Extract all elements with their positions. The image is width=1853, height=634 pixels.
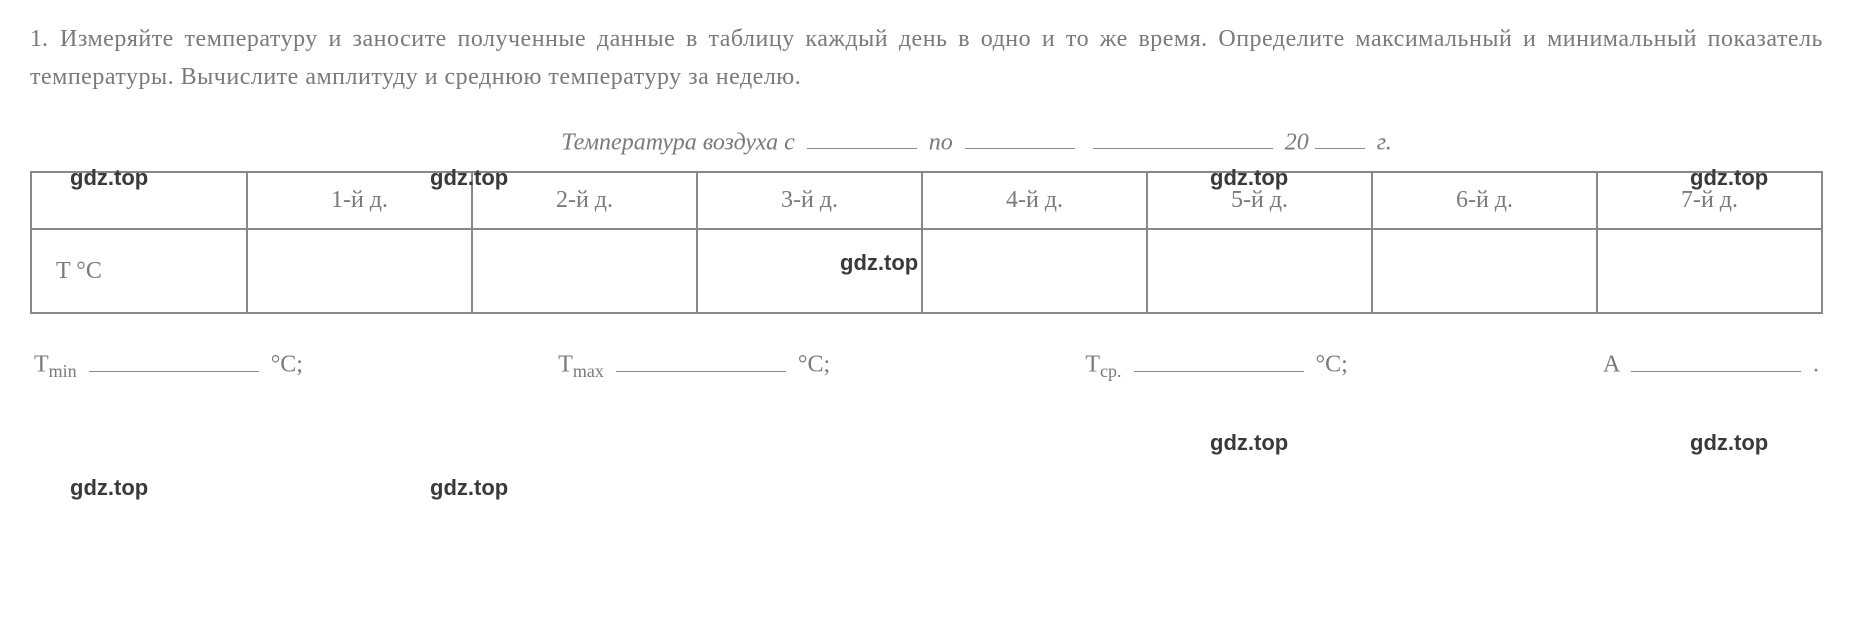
day2-value[interactable] (472, 229, 697, 313)
watermark: gdz.top (1690, 430, 1768, 456)
day1-value[interactable] (247, 229, 472, 313)
instruction-paragraph: 1.Измеряйте температуру и заносите получ… (30, 20, 1823, 97)
page-container: 1.Измеряйте температуру и заносите получ… (30, 20, 1823, 382)
tmax-blank[interactable] (616, 344, 786, 371)
tmin-label: T (34, 352, 49, 378)
tavg-unit: °C; (1316, 352, 1348, 378)
watermark: gdz.top (70, 475, 148, 501)
tmax-label: T (558, 352, 573, 378)
temperature-table: 1-й д. 2-й д. 3-й д. 4-й д. 5-й д. 6-й д… (30, 171, 1823, 314)
tavg-label: T (1085, 352, 1100, 378)
tavg-sub: ср. (1100, 361, 1122, 381)
table-caption: Температура воздуха с по 20 г. (30, 122, 1823, 156)
table-data-row: T °C (31, 229, 1822, 313)
month-blank[interactable] (1093, 122, 1273, 149)
tmin-blank[interactable] (89, 344, 259, 371)
day5-value[interactable] (1147, 229, 1372, 313)
day7-value[interactable] (1597, 229, 1822, 313)
day1-header: 1-й д. (247, 172, 472, 229)
tavg-blank[interactable] (1134, 344, 1304, 371)
date-to-blank[interactable] (965, 122, 1075, 149)
amplitude-label: A (1603, 352, 1619, 378)
day2-header: 2-й д. (472, 172, 697, 229)
tmax-unit: °C; (798, 352, 830, 378)
tavg-section: Tср. °C; (1085, 344, 1347, 382)
tmax-section: Tmax °C; (558, 344, 830, 382)
header-blank-cell (31, 172, 247, 229)
row-label-cell: T °C (31, 229, 247, 313)
tmin-section: Tmin °C; (34, 344, 303, 382)
day3-header: 3-й д. (697, 172, 922, 229)
amplitude-blank[interactable] (1631, 344, 1801, 371)
day6-header: 6-й д. (1372, 172, 1597, 229)
question-number: 1. (30, 26, 48, 52)
day4-header: 4-й д. (922, 172, 1147, 229)
caption-mid: по (929, 129, 953, 155)
watermark: gdz.top (1210, 430, 1288, 456)
caption-prefix: Температура воздуха с (561, 129, 795, 155)
caption-year-prefix: 20 (1285, 129, 1309, 155)
day3-value[interactable] (697, 229, 922, 313)
watermark: gdz.top (430, 475, 508, 501)
footer-row: Tmin °C; Tmax °C; Tср. °C; A . (30, 344, 1823, 382)
amplitude-period: . (1813, 352, 1819, 378)
day7-header: 7-й д. (1597, 172, 1822, 229)
tmin-unit: °C; (271, 352, 303, 378)
table-header-row: 1-й д. 2-й д. 3-й д. 4-й д. 5-й д. 6-й д… (31, 172, 1822, 229)
day6-value[interactable] (1372, 229, 1597, 313)
caption-suffix: г. (1377, 129, 1392, 155)
year-blank[interactable] (1315, 122, 1365, 149)
date-from-blank[interactable] (807, 122, 917, 149)
day5-header: 5-й д. (1147, 172, 1372, 229)
instruction-text: Измеряйте температуру и заносите получен… (30, 26, 1823, 90)
tmin-sub: min (49, 361, 77, 381)
tmax-sub: max (573, 361, 604, 381)
day4-value[interactable] (922, 229, 1147, 313)
amplitude-section: A . (1603, 344, 1819, 378)
